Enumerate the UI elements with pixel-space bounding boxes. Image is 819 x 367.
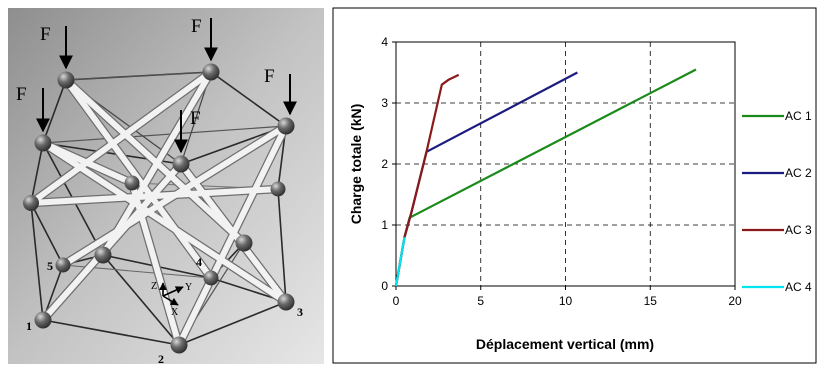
force-arrow-group [36, 18, 297, 154]
node-label: 1 [26, 319, 32, 333]
chart-grid [392, 41, 736, 290]
legend-label: AC 3 [785, 223, 812, 237]
tensegrity-structure-illustration: F F F F F 1 2 3 4 5 Z Y X [8, 8, 324, 366]
force-label: F [16, 84, 27, 105]
axis-label-y: Y [185, 282, 192, 293]
x-tick-label: 15 [644, 294, 658, 308]
chart-frame [332, 7, 817, 364]
plot-area-border [395, 41, 736, 287]
force-label: F [191, 16, 202, 37]
force-label: F [264, 66, 275, 87]
legend-label: AC 4 [785, 280, 812, 294]
x-tick-label: 10 [559, 294, 573, 308]
node-label: 4 [196, 255, 202, 269]
chart-legend: AC 1 AC 2 AC 3 AC 4 [742, 109, 812, 294]
node-label: 5 [47, 259, 53, 273]
chart-series [394, 68, 697, 287]
y-tick-label: 3 [381, 96, 388, 110]
y-tick-label: 4 [381, 35, 388, 49]
series-line-ac-4 [394, 237, 406, 287]
x-tick-label: 5 [477, 294, 484, 308]
force-label: F [40, 24, 51, 45]
x-tick-label: 0 [393, 294, 400, 308]
y-tick-label: 2 [381, 157, 388, 171]
axis-triad: Z Y X [151, 281, 192, 318]
axis-label-z: Z [151, 281, 157, 292]
legend-label: AC 2 [785, 166, 812, 180]
y-axis-label: Charge totale (kN) [348, 104, 364, 225]
y-tick-label: 1 [381, 218, 388, 232]
load-displacement-chart: 0 5 10 15 20 0 1 2 3 4 Déplacement vertical (mm)… [332, 7, 817, 364]
force-label: F [190, 108, 201, 129]
y-tick-label: 0 [381, 279, 388, 293]
strut-group [26, 67, 291, 350]
x-tick-label: 20 [728, 294, 742, 308]
node-group [23, 63, 295, 354]
node-label: 3 [297, 305, 303, 319]
y-tick-labels: 0 1 2 3 4 [381, 35, 388, 293]
legend-label: AC 1 [785, 109, 812, 123]
x-tick-labels: 0 5 10 15 20 [393, 294, 742, 308]
x-axis-label: Déplacement vertical (mm) [476, 336, 654, 352]
axis-label-x: X [171, 307, 179, 318]
node-label: 2 [158, 352, 164, 366]
